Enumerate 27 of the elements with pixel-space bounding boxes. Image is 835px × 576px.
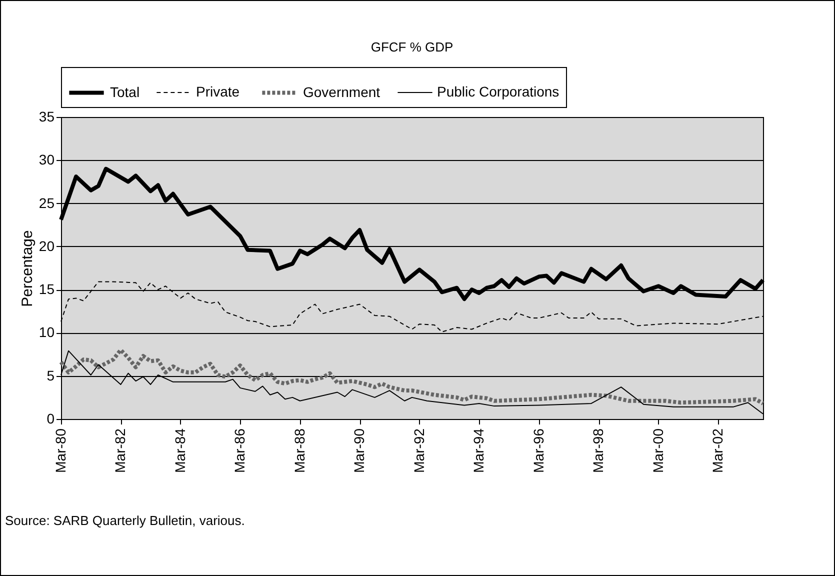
legend-label: Total [110,84,140,100]
y-axis-title: Percentage [18,230,36,307]
x-tick-label: Mar-84 [172,428,188,473]
legend-label: Private [196,84,240,100]
x-tick-label: Mar-00 [650,428,666,473]
y-tick-label: 5 [46,367,55,384]
legend-label: Public Corporations [437,84,560,100]
y-tick-label: 0 [46,410,55,426]
y-tick-label: 15 [38,281,55,298]
x-tick-label: Mar-98 [590,428,606,473]
x-tick-label: Mar-80 [52,428,68,473]
y-tick-label: 35 [38,108,55,124]
y-tick-label: 25 [38,194,55,211]
x-tick-label: Mar-96 [530,428,546,473]
x-tick-label: Mar-90 [351,428,368,473]
source-note: Source: SARB Quarterly Bulletin, various. [5,513,245,528]
x-tick-label: Mar-82 [112,428,128,473]
x-tick-label: Mar-86 [232,428,248,473]
x-tick-label: Mar-92 [410,428,427,473]
x-tick-label: Mar-88 [291,428,308,473]
y-tick-label: 20 [38,238,55,254]
legend-label: Government [303,84,380,100]
x-tick-label: Mar-94 [470,428,487,473]
chart-title: GFCF % GDP [370,40,454,54]
y-tick-label: 30 [38,152,55,168]
y-tick-label: 10 [38,324,55,340]
x-tick-label: Mar-02 [710,428,726,473]
